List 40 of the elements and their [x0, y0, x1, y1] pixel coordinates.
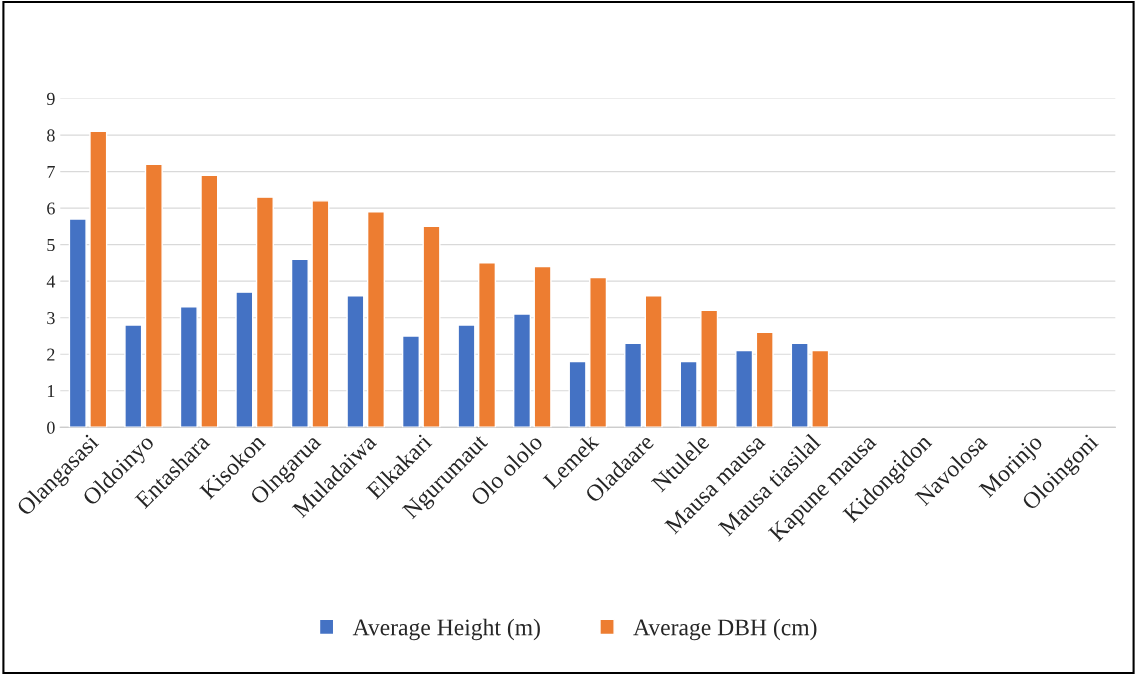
- y-tick-label: 0: [47, 421, 55, 434]
- bar: [735, 349, 754, 428]
- bar: [512, 313, 532, 428]
- y-tick-label: 6: [47, 202, 55, 215]
- bar: [790, 342, 809, 428]
- y-tick-label: 1: [47, 385, 55, 398]
- bar: [179, 306, 198, 428]
- bar: [235, 291, 254, 428]
- y-tick-label: 2: [47, 348, 55, 361]
- bar: [700, 309, 719, 428]
- bar: [568, 360, 587, 428]
- bar: [644, 295, 663, 428]
- bar: [255, 196, 274, 428]
- bar: [89, 130, 108, 428]
- bar: [755, 331, 774, 428]
- bar: [200, 174, 219, 428]
- y-tick-label: 8: [47, 129, 55, 142]
- bar: [478, 262, 497, 428]
- bar: [401, 335, 420, 428]
- y-tick-label: 4: [46, 275, 56, 288]
- legend-label: Average Height (m): [352, 618, 540, 641]
- bar: [124, 324, 143, 428]
- bar: [589, 276, 608, 428]
- y-tick-label: 9: [46, 92, 55, 105]
- bar: [679, 360, 698, 428]
- y-tick-label: 5: [47, 239, 55, 252]
- y-tick-label: 3: [47, 312, 55, 325]
- bar: [366, 211, 385, 428]
- bar: [290, 258, 309, 428]
- bar: [422, 225, 441, 428]
- legend-label: Average DBH (cm): [633, 618, 817, 641]
- bar: [68, 218, 87, 428]
- bar: [457, 324, 476, 428]
- bar: [811, 349, 830, 428]
- bar: [533, 265, 552, 428]
- bar: [346, 295, 365, 428]
- bar: [144, 163, 163, 428]
- bar: [311, 200, 330, 428]
- y-tick-label: 7: [47, 166, 55, 178]
- bar: [624, 342, 643, 428]
